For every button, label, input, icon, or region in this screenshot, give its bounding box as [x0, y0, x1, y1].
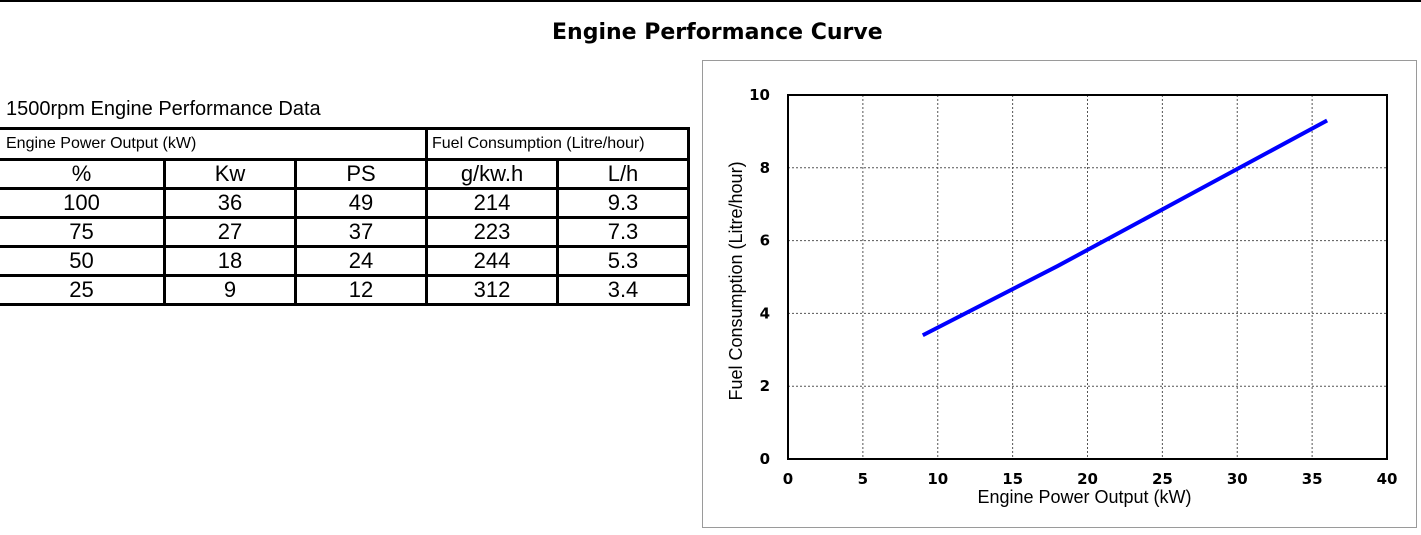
y-axis-title: Fuel Consumption (Litre/hour) [726, 161, 746, 400]
table-cell: 25 [0, 274, 166, 306]
column-header-ps: PS [294, 158, 428, 190]
series-line [921, 118, 1329, 338]
table-cell: 7.3 [556, 216, 690, 248]
fuel-consumption-chart: 0 5 10 15 20 25 30 35 40 0 2 4 6 8 10 Engine Power Outp… [726, 86, 1398, 507]
y-tick-label: 0 [760, 450, 770, 468]
table-cell: 9 [163, 274, 297, 306]
table-row: 100 36 49 214 9.3 [0, 187, 690, 219]
column-header-percent: % [0, 158, 166, 190]
x-tick-label: 10 [927, 470, 948, 488]
table-cell: 37 [294, 216, 428, 248]
table-cell: 12 [294, 274, 428, 306]
y-tick-label: 4 [760, 304, 770, 322]
column-header-gkwh: g/kw.h [425, 158, 559, 190]
x-axis-title: Engine Power Output (kW) [977, 487, 1191, 507]
top-rule [0, 0, 1421, 2]
group-header-power: Engine Power Output (kW) [0, 127, 428, 161]
x-tick-label: 20 [1077, 470, 1098, 488]
y-tick-label: 2 [760, 377, 770, 395]
table-cell: 312 [425, 274, 559, 306]
x-tick-label: 0 [783, 470, 793, 488]
table-cell: 75 [0, 216, 166, 248]
table-cell: 18 [163, 245, 297, 277]
page-title: Engine Performance Curve [552, 20, 883, 45]
x-tick-label: 35 [1302, 470, 1323, 488]
table-cell: 244 [425, 245, 559, 277]
table-cell: 223 [425, 216, 559, 248]
table-cell: 5.3 [556, 245, 690, 277]
performance-table: Engine Power Output (kW) Fuel Consumptio… [0, 127, 690, 306]
x-tick-label: 5 [858, 470, 868, 488]
table-cell: 9.3 [556, 187, 690, 219]
table-row: 75 27 37 223 7.3 [0, 216, 690, 248]
table-cell: 24 [294, 245, 428, 277]
table-cell: 50 [0, 245, 166, 277]
table-cell: 36 [163, 187, 297, 219]
table-cell: 3.4 [556, 274, 690, 306]
y-tick-label: 8 [760, 159, 770, 177]
table-row: 50 18 24 244 5.3 [0, 245, 690, 277]
table-cell: 100 [0, 187, 166, 219]
x-tick-label: 40 [1377, 470, 1398, 488]
y-tick-label: 6 [760, 232, 770, 250]
table-cell: 27 [163, 216, 297, 248]
chart-panel: 0 5 10 15 20 25 30 35 40 0 2 4 6 8 10 Engine Power Outp… [702, 60, 1417, 528]
table-cell: 49 [294, 187, 428, 219]
x-tick-label: 15 [1002, 470, 1023, 488]
column-header-lh: L/h [556, 158, 690, 190]
group-header-fuel: Fuel Consumption (Litre/hour) [425, 127, 690, 161]
x-tick-label: 25 [1152, 470, 1173, 488]
column-header-kw: Kw [163, 158, 297, 190]
table-cell: 214 [425, 187, 559, 219]
table-group-header-row: Engine Power Output (kW) Fuel Consumptio… [0, 127, 690, 161]
table-row: 25 9 12 312 3.4 [0, 274, 690, 306]
x-tick-label: 30 [1227, 470, 1248, 488]
y-tick-label: 10 [749, 86, 770, 104]
plot-frame [787, 94, 1388, 460]
table-column-header-row: % Kw PS g/kw.h L/h [0, 158, 690, 190]
table-caption: 1500rpm Engine Performance Data [6, 98, 321, 120]
